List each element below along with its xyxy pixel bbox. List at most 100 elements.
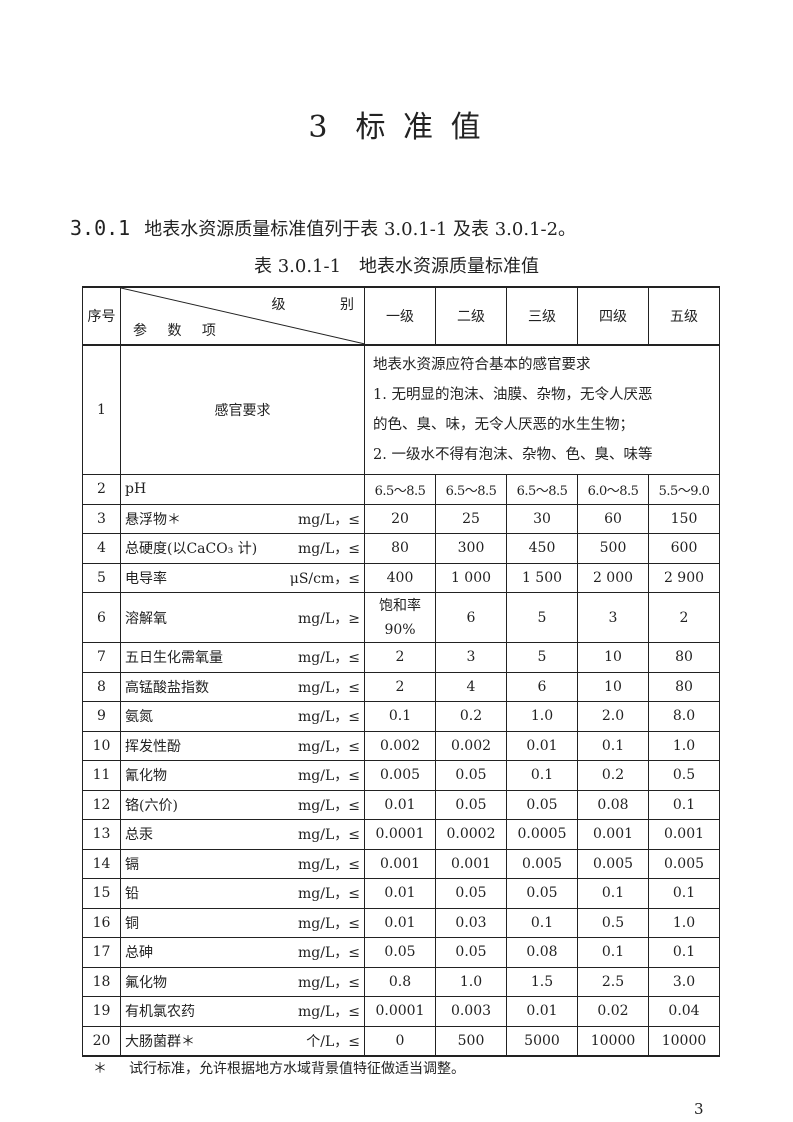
chapter-number: 3: [308, 110, 332, 145]
grade-value: 0.05: [435, 878, 507, 909]
grade-value: 10000: [648, 1025, 720, 1057]
grade-value: 2 000: [577, 562, 649, 593]
grade-value: 0.005: [648, 848, 720, 879]
row-param: 铅 mg/L，≤: [120, 878, 365, 909]
grade-value: 0: [364, 1025, 436, 1057]
row-seq: 2: [82, 474, 121, 505]
grade-value: 1.0: [648, 730, 720, 761]
param-name: 氨氮: [125, 709, 153, 726]
grade-value: 500: [435, 1025, 507, 1057]
param-unit: mg/L，≤: [298, 945, 360, 962]
grade-value: 0.001: [435, 848, 507, 879]
row-param: 铬(六价) mg/L，≤: [120, 789, 365, 820]
param-name: 挥发性酚: [125, 738, 181, 755]
grade-value: 0.1: [506, 907, 578, 938]
grade-value: 80: [364, 533, 436, 564]
param-name: pH: [125, 481, 147, 498]
grade-value: 6.5～8.5: [364, 474, 436, 505]
header-param-label: 参 数 项: [133, 323, 216, 339]
grade-value: 0.2: [577, 760, 649, 791]
row-param: 高锰酸盐指数 mg/L，≤: [120, 671, 365, 702]
row-seq: 3: [82, 503, 121, 534]
grade-value: 0.1: [577, 730, 649, 761]
row-seq: 17: [82, 937, 121, 968]
grade-value: 5.5～9.0: [648, 474, 720, 505]
table-row: 17 总砷 mg/L，≤ 0.05 0.05 0.08 0.1 0.1: [82, 937, 720, 968]
grade-value: 0.002: [364, 730, 436, 761]
grade-value: 0.05: [435, 937, 507, 968]
grade-value: 30: [506, 503, 578, 534]
grade-value: 6: [506, 671, 578, 702]
grade-value: 0.005: [364, 760, 436, 791]
param-unit: mg/L，≤: [298, 797, 360, 814]
table-row: 11 氰化物 mg/L，≤ 0.005 0.05 0.1 0.2 0.5: [82, 760, 720, 791]
header-grade: 二级: [435, 286, 507, 346]
row-param: 感官要求: [120, 344, 365, 475]
grade-value: 0.1: [364, 701, 436, 732]
clause-text: 地表水资源质量标准值列于表 3.0.1-1 及表 3.0.1-2。: [144, 219, 577, 240]
param-name: 总汞: [125, 827, 153, 844]
row-seq: 6: [82, 592, 121, 643]
grade-value: 6: [435, 592, 507, 643]
grade-value: 0.001: [364, 848, 436, 879]
table-title: 表 3.0.1-1 地表水资源质量标准值: [253, 256, 540, 277]
header-grade: 五级: [648, 286, 720, 346]
grade-value: 0.1: [577, 878, 649, 909]
grade-value: 6.5～8.5: [506, 474, 578, 505]
row-param: 有机氯农药 mg/L，≤: [120, 996, 365, 1027]
grade-value: 10: [577, 671, 649, 702]
param-name: 铜: [125, 915, 139, 932]
table-row: 7 五日生化需氧量 mg/L，≤ 2 3 5 10 80: [82, 642, 720, 673]
chapter-title: 标 准 值: [355, 110, 485, 145]
grade-value: 600: [648, 533, 720, 564]
grade-value: 0.05: [364, 937, 436, 968]
row-seq: 14: [82, 848, 121, 879]
table-row: 1 感官要求 地表水资源应符合基本的感官要求 1. 无明显的泡沫、油膜、杂物，无…: [82, 344, 720, 475]
sensory-description: 地表水资源应符合基本的感官要求 1. 无明显的泡沫、油膜、杂物，无令人厌恶 的色…: [364, 344, 720, 475]
row-seq: 8: [82, 671, 121, 702]
grade-value: 3.0: [648, 966, 720, 997]
grade-value: 4: [435, 671, 507, 702]
grade-value: 2: [364, 671, 436, 702]
param-unit: mg/L，≤: [298, 541, 360, 558]
param-unit: mg/L，≤: [298, 709, 360, 726]
param-name: 五日生化需氧量: [125, 650, 223, 667]
table-header: 序号 级 别 参 数 项 一级 二级 三级 四级 五级: [82, 286, 720, 346]
grade-value: 400: [364, 562, 436, 593]
grade-value: 0.01: [364, 789, 436, 820]
grade-value: 0.05: [435, 760, 507, 791]
table-row: 20 大肠菌群＊ 个/L，≤ 0 500 5000 10000 10000: [82, 1025, 720, 1057]
row-param: pH: [120, 474, 365, 505]
grade-value: 0.0001: [364, 996, 436, 1027]
row-param: 镉 mg/L，≤: [120, 848, 365, 879]
param-unit: 个/L，≤: [306, 1033, 360, 1050]
header-seq: 序号: [82, 286, 121, 346]
grade-value: 0.01: [506, 730, 578, 761]
grade-value: 0.08: [577, 789, 649, 820]
grade-value: 5: [506, 642, 578, 673]
row-seq: 5: [82, 562, 121, 593]
param-unit: mg/L，≤: [298, 738, 360, 755]
grade-value: 1.0: [648, 907, 720, 938]
footnote: ＊ 试行标准，允许根据地方水域背景值特征做适当调整。: [93, 1058, 487, 1078]
row-seq: 19: [82, 996, 121, 1027]
grade-value: 20: [364, 503, 436, 534]
grade-value: 6.0～8.5: [577, 474, 649, 505]
value-line: 饱和率: [379, 597, 421, 614]
grade-value: 0.05: [506, 789, 578, 820]
clause: 3.0.1 地表水资源质量标准值列于表 3.0.1-1 及表 3.0.1-2。: [70, 215, 576, 241]
row-param: 总砷 mg/L，≤: [120, 937, 365, 968]
table-row: 12 铬(六价) mg/L，≤ 0.01 0.05 0.05 0.08 0.1: [82, 789, 720, 820]
param-name: 镉: [125, 856, 139, 873]
row-param: 氨氮 mg/L，≤: [120, 701, 365, 732]
row-param: 挥发性酚 mg/L，≤: [120, 730, 365, 761]
grade-value: 150: [648, 503, 720, 534]
grade-value: 0.05: [506, 878, 578, 909]
grade-value: 0.02: [577, 996, 649, 1027]
grade-value: 0.005: [506, 848, 578, 879]
row-param: 电导率 μS/cm，≤: [120, 562, 365, 593]
row-seq: 1: [82, 344, 121, 475]
grade-value: 0.08: [506, 937, 578, 968]
grade-value: 2: [364, 642, 436, 673]
